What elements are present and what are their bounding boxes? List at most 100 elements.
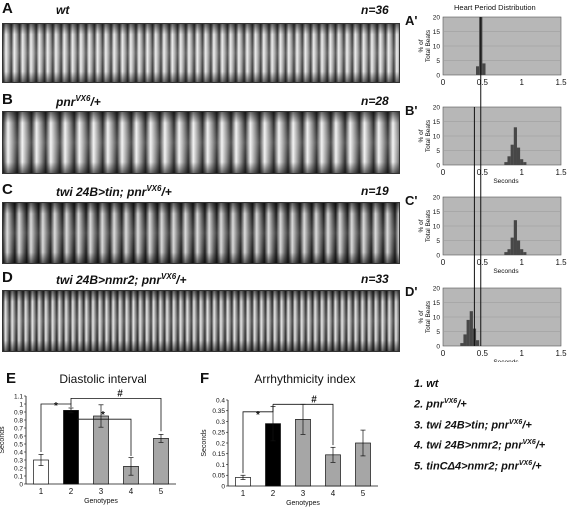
y-tick-label: 0.8 xyxy=(14,417,23,424)
histogram-label: C' xyxy=(405,193,417,208)
y-tick-label: 0.9 xyxy=(14,409,23,416)
genotype-label-c: twi 24B>tin; pnrVX6/+ xyxy=(56,184,172,199)
chart-title: Diastolic interval xyxy=(59,372,146,386)
x-axis-label: Seconds xyxy=(493,268,519,275)
legend-genotype: twi 24B>tin; pnr xyxy=(426,419,510,432)
significance-marker: * xyxy=(256,410,260,421)
significance-bracket xyxy=(273,403,334,446)
y-tick-label: 20 xyxy=(433,105,441,112)
panel-label-f: F xyxy=(200,370,209,387)
y-axis-label: % ofTotal Beats xyxy=(418,300,432,333)
x-tick-label: 1 xyxy=(519,168,524,177)
legend-number: 1. xyxy=(414,378,427,390)
bar-chart-arrhythmicity-index: F Arrhythmicity index 0 0.05 0.1 0.15 0.2 0.25 0… xyxy=(200,370,378,507)
y-tick-label: 0.5 xyxy=(14,441,23,448)
y-tick-label: 0 xyxy=(436,344,440,351)
kymograph-c xyxy=(2,202,400,264)
y-tick-label: 5 xyxy=(436,58,440,65)
histogram-bar xyxy=(520,249,524,255)
y-tick-label: 20 xyxy=(433,15,441,22)
x-tick-label: 0.5 xyxy=(477,258,489,267)
x-tick-label: 0.5 xyxy=(477,349,489,358)
histogram-bar xyxy=(516,240,521,255)
y-tick-label: 5 xyxy=(436,148,440,155)
significance-bracket xyxy=(40,403,72,452)
y-tick-label: 5 xyxy=(436,238,440,245)
histogram-bar xyxy=(523,252,527,255)
x-tick-label: 1 xyxy=(519,349,524,358)
kymograph-d xyxy=(2,290,400,352)
y-tick-label: 10 xyxy=(433,315,441,322)
y-tick-label: 0.2 xyxy=(14,465,23,472)
y-axis-label: Seconds xyxy=(201,429,208,457)
y-axis-label: % ofTotal Beats xyxy=(418,29,432,62)
histogram-bar xyxy=(476,66,480,75)
legend-genotype: wt xyxy=(426,378,439,390)
panel-label-e: E xyxy=(6,370,16,387)
legend-genotype-superscript: VX6 xyxy=(522,439,536,447)
legend-number: 3. xyxy=(414,419,427,432)
histogram-c: C' 0 5 10 15 20 0 0.5 1 1.5 % ofTotal Beats Seconds xyxy=(405,193,567,275)
x-tick-label: 1.5 xyxy=(555,78,567,87)
y-tick-label: 15 xyxy=(433,29,441,36)
y-tick-label: 1.1 xyxy=(14,393,23,400)
y-tick-label: 0.15 xyxy=(212,451,225,458)
x-tick-label: 0.5 xyxy=(477,78,489,87)
legend-number: 5. xyxy=(414,460,427,473)
y-tick-label: 0.1 xyxy=(216,462,225,469)
x-tick-label: 0 xyxy=(441,349,446,358)
significance-marker: * xyxy=(101,410,105,421)
genotype-label-d: twi 24B>nmr2; pnrVX6/+ xyxy=(56,272,187,287)
y-tick-label: 10 xyxy=(433,134,441,141)
n-count-d: n=33 xyxy=(361,272,389,286)
y-tick-label: 0.7 xyxy=(14,425,23,432)
y-tick-label: 0 xyxy=(221,483,225,490)
y-tick-label: 0.05 xyxy=(212,473,225,480)
chart-title: Arrhythmicity index xyxy=(254,372,355,386)
y-tick-label: 15 xyxy=(433,119,441,126)
y-tick-label: 0.3 xyxy=(14,457,23,464)
x-tick-label: 4 xyxy=(331,489,336,498)
legend-genotype-suffix: /+ xyxy=(535,439,546,452)
y-tick-label: 0.2 xyxy=(216,440,225,447)
n-count-b: n=28 xyxy=(361,94,389,108)
kymograph-b xyxy=(2,111,400,174)
x-tick-label: 2 xyxy=(69,487,74,496)
significance-bracket xyxy=(242,404,274,474)
bar xyxy=(63,410,79,485)
histogram-bar xyxy=(504,252,508,255)
kymograph-a xyxy=(2,23,400,83)
y-tick-label: 0.3 xyxy=(216,419,225,426)
histogram-bar xyxy=(469,311,473,346)
x-tick-label: 0 xyxy=(441,258,446,267)
y-tick-label: 0.4 xyxy=(14,449,23,456)
significance-marker: * xyxy=(54,401,58,412)
x-tick-label: 1 xyxy=(519,78,524,87)
legend-genotype-suffix: /+ xyxy=(457,398,467,411)
significance-marker: # xyxy=(311,394,317,405)
x-tick-label: 1.5 xyxy=(555,258,567,267)
legend-item: 2. pnrVX6/+ xyxy=(414,398,567,411)
x-tick-label: 0.5 xyxy=(477,168,489,177)
y-tick-label: 0.1 xyxy=(14,473,23,480)
histogram-bar xyxy=(513,127,517,165)
y-tick-label: 0 xyxy=(19,481,23,488)
genotype-label-b: pnrVX6/+ xyxy=(56,94,101,109)
panel-label-c: C xyxy=(2,181,13,198)
y-tick-label: 0.4 xyxy=(216,397,225,404)
histogram-bar xyxy=(476,340,480,346)
y-tick-label: 10 xyxy=(433,44,441,51)
legend-genotype: twi 24B>nmr2; pnr xyxy=(426,439,523,452)
histogram-bar xyxy=(466,319,470,346)
x-axis-label: Seconds xyxy=(493,359,519,362)
genotype-legend: 1. wt 2. pnrVX6/+ 3. twi 24B>tin; pnrVX6/+… xyxy=(414,378,567,481)
histogram-bar xyxy=(507,249,511,255)
x-tick-label: 0 xyxy=(441,168,446,177)
histogram-label: D' xyxy=(405,284,417,299)
y-tick-label: 0.35 xyxy=(212,408,225,415)
y-tick-label: 5 xyxy=(436,329,440,336)
y-axis-label: Seconds xyxy=(0,426,6,454)
legend-number: 2. xyxy=(414,398,427,411)
n-count-a: n=36 xyxy=(361,3,389,17)
histogram-label: B' xyxy=(405,103,417,118)
